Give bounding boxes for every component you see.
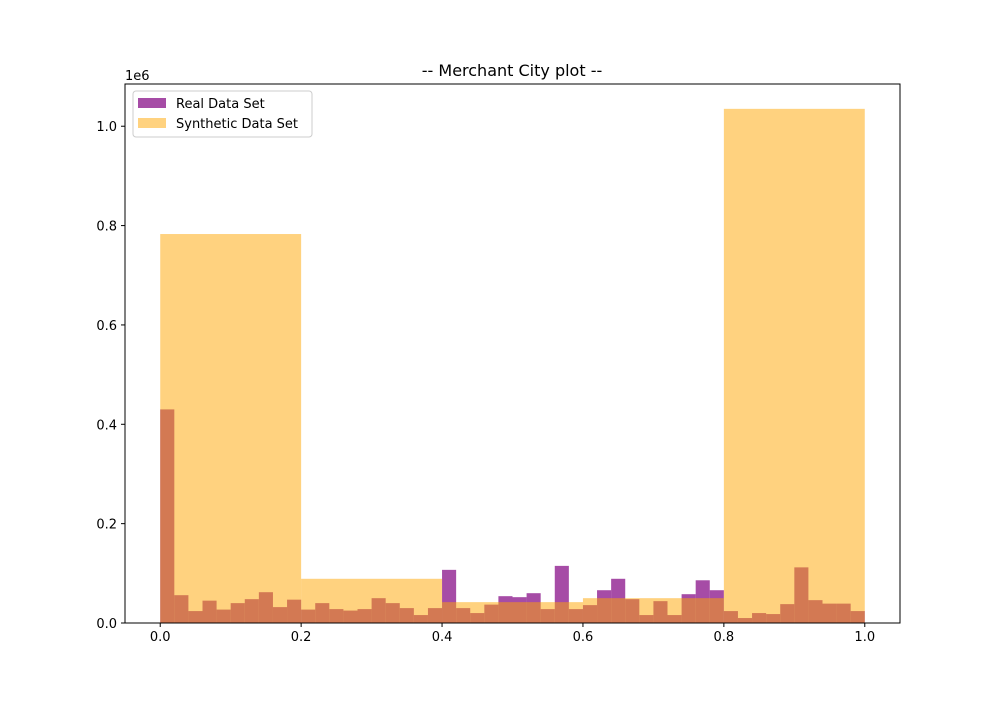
synthetic-data-bar [582, 598, 724, 623]
x-tick-label: 0.0 [150, 630, 171, 645]
y-tick-label: 0.2 [96, 518, 117, 533]
synthetic-data-bar [723, 108, 865, 624]
synthetic-data-bar [160, 234, 302, 623]
y-tick-label: 0.8 [96, 220, 117, 235]
y-tick-label: 0.6 [96, 319, 117, 334]
bars-layer [160, 108, 865, 624]
legend-label: Synthetic Data Set [176, 117, 298, 132]
y-tick-label: 1.0 [96, 120, 117, 135]
synthetic-data-bar [301, 578, 443, 623]
legend-swatch [138, 98, 166, 108]
legend-label: Real Data Set [176, 97, 265, 112]
y-tick-label: 0.0 [96, 617, 117, 632]
axes-layer: 0.0 0.2 0.4 0.6 0.8 1.0 0.0 0.2 0.4 0.6 0.8 1.0 [96, 83, 901, 645]
x-tick-label: 0.2 [291, 630, 312, 645]
synthetic-data-bar [442, 602, 583, 623]
x-tick-label: 0.6 [573, 630, 594, 645]
x-tick-label: 1.0 [854, 630, 875, 645]
y-tick-label: 0.4 [96, 418, 117, 433]
chart-title: -- Merchant City plot -- [422, 61, 603, 80]
legend: Real Data Set Synthetic Data Set [132, 90, 313, 138]
x-tick-label: 0.8 [714, 630, 735, 645]
y-axis-offset-label: 1e6 [125, 69, 150, 84]
x-tick-label: 0.4 [432, 630, 453, 645]
legend-box [132, 90, 313, 138]
legend-swatch [138, 118, 166, 128]
plot-frame [124, 83, 901, 624]
